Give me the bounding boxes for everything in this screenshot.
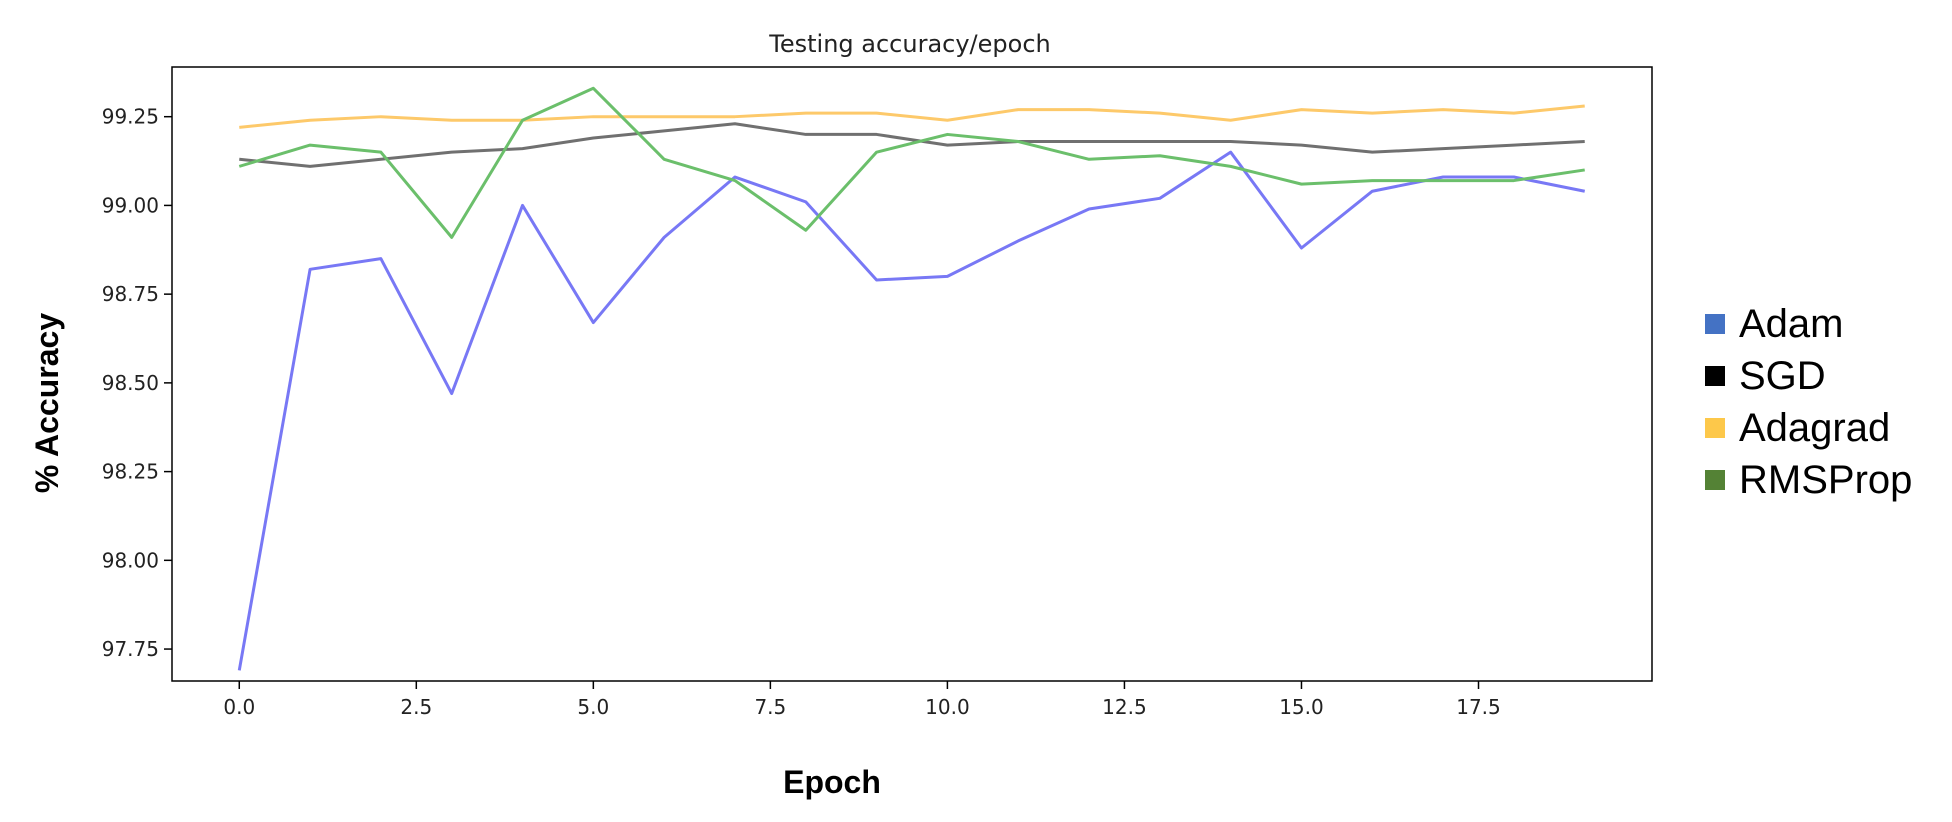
plot-area-frame (171, 66, 1653, 682)
legend-label: RMSProp (1739, 457, 1913, 502)
legend-label: SGD (1739, 353, 1826, 398)
y-tick-label: 99.00 (102, 193, 159, 217)
series-line-adam (237, 150, 1586, 671)
legend-swatch (1705, 366, 1725, 386)
legend-label: Adagrad (1739, 405, 1891, 450)
legend-swatch (1705, 470, 1725, 490)
y-tick-label: 98.50 (102, 371, 159, 395)
legend-item-adam: Adam (1705, 298, 1912, 350)
chart-title: Testing accuracy/epoch (768, 30, 1050, 58)
y-tick-label: 98.25 (102, 460, 159, 484)
legend-item-sgd: SGD (1705, 350, 1912, 402)
y-tick-label: 97.75 (102, 637, 159, 661)
legend-item-rmsprop: RMSProp (1705, 454, 1912, 506)
x-tick-label: 12.5 (1102, 695, 1147, 719)
y-tick-label: 98.00 (102, 548, 159, 572)
legend-label: Adam (1739, 301, 1844, 346)
y-axis-ticks: 97.75 98.00 98.25 98.50 98.75 99.00 99.25 (102, 105, 172, 661)
x-tick-label: 2.5 (400, 695, 432, 719)
x-tick-label: 15.0 (1279, 695, 1324, 719)
y-tick-label: 98.75 (102, 282, 159, 306)
legend: Adam SGD Adagrad RMSProp (1705, 298, 1912, 506)
legend-swatch (1705, 314, 1725, 334)
series-line-adagrad (239, 104, 1585, 129)
x-tick-label: 5.0 (577, 695, 609, 719)
y-axis-title: % Accuracy (29, 313, 65, 493)
series-layer (237, 86, 1586, 671)
x-tick-label: 10.0 (925, 695, 970, 719)
x-tick-label: 0.0 (223, 695, 255, 719)
series-line-sgd (239, 122, 1585, 168)
x-axis-title: Epoch (783, 764, 881, 800)
x-tick-label: 7.5 (754, 695, 786, 719)
x-axis-ticks: 0.0 2.5 5.0 7.5 10.0 12.5 15.0 17.5 (223, 681, 1501, 719)
legend-item-adagrad: Adagrad (1705, 402, 1912, 454)
x-tick-label: 17.5 (1456, 695, 1501, 719)
series-line-rmsprop (238, 86, 1585, 239)
legend-swatch (1705, 418, 1725, 438)
y-tick-label: 99.25 (102, 105, 159, 129)
